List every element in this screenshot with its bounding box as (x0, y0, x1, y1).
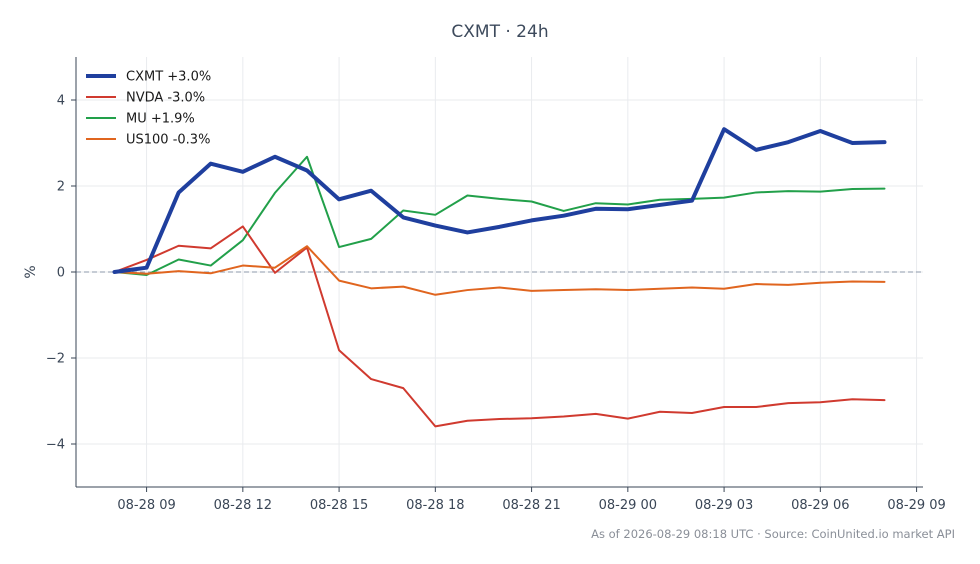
series-line-cxmt (112, 127, 887, 274)
x-tick-label: 08-28 12 (214, 498, 272, 513)
series-lines (112, 127, 887, 428)
x-tick-label: 08-29 09 (887, 498, 945, 513)
legend: CXMT +3.0% NVDA -3.0% MU +1.9% US100 -0.3% (86, 70, 211, 148)
legend-entry-label: NVDA -3.0% (126, 91, 205, 106)
y-tick-label: 2 (57, 180, 65, 195)
x-tick-label: 08-29 00 (599, 498, 657, 513)
series-line-us100 (113, 245, 886, 296)
x-tick-label: 08-28 15 (310, 498, 368, 513)
x-tick-label: 08-29 06 (791, 498, 849, 513)
y-tick-label: −4 (46, 438, 65, 453)
series-line-nvda (113, 225, 886, 428)
x-axis-ticks: 08-28 09 08-28 12 08-28 15 08-28 18 08-28 21… (117, 487, 946, 513)
y-axis-label: % (23, 265, 39, 278)
series-line-mu (113, 155, 886, 277)
legend-entry-label: US100 -0.3% (126, 133, 210, 148)
y-tick-label: −2 (46, 352, 65, 367)
y-tick-label: 4 (57, 94, 65, 109)
x-tick-label: 08-28 09 (117, 498, 175, 513)
chart-title: CXMT · 24h (451, 22, 548, 42)
source-footnote: As of 2026-08-29 08:18 UTC · Source: Coi… (591, 527, 955, 541)
x-tick-label: 08-29 03 (695, 498, 753, 513)
y-tick-label: 0 (57, 266, 65, 281)
y-axis-ticks: −4 −2 0 2 4 (46, 94, 76, 453)
x-tick-label: 08-28 21 (502, 498, 560, 513)
legend-entry-label: CXMT +3.0% (126, 70, 211, 85)
legend-entry-label: MU +1.9% (126, 112, 195, 127)
x-tick-label: 08-28 18 (406, 498, 464, 513)
